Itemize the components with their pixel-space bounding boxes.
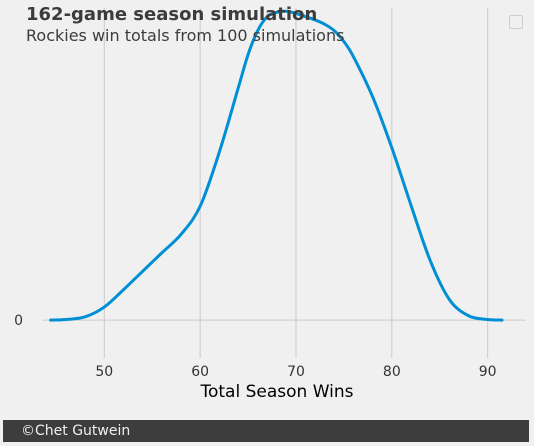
chart: 50 60 70 80 90 0 Total Season Wins xyxy=(14,8,526,402)
x-tick-label: 80 xyxy=(383,364,401,380)
legend xyxy=(509,15,523,29)
chart-title: 162-game season simulation xyxy=(26,4,318,25)
y-tick-label: 0 xyxy=(14,313,23,329)
x-tick-label: 60 xyxy=(191,364,209,380)
x-tick-label: 50 xyxy=(95,364,113,380)
plot-area xyxy=(49,9,504,322)
footer-bar: ©Chet Gutwein xyxy=(3,420,529,442)
chart-subtitle: Rockies win totals from 100 simulations xyxy=(26,26,345,45)
x-tick-label: 70 xyxy=(287,364,305,380)
grid-lines xyxy=(42,8,526,358)
footer-credit: ©Chet Gutwein xyxy=(21,423,131,439)
density-line xyxy=(49,9,504,322)
x-axis-ticks: 50 60 70 80 90 xyxy=(95,364,496,380)
x-tick-label: 90 xyxy=(479,364,497,380)
x-axis-label: Total Season Wins xyxy=(200,382,354,402)
y-axis-ticks: 0 xyxy=(14,313,23,329)
